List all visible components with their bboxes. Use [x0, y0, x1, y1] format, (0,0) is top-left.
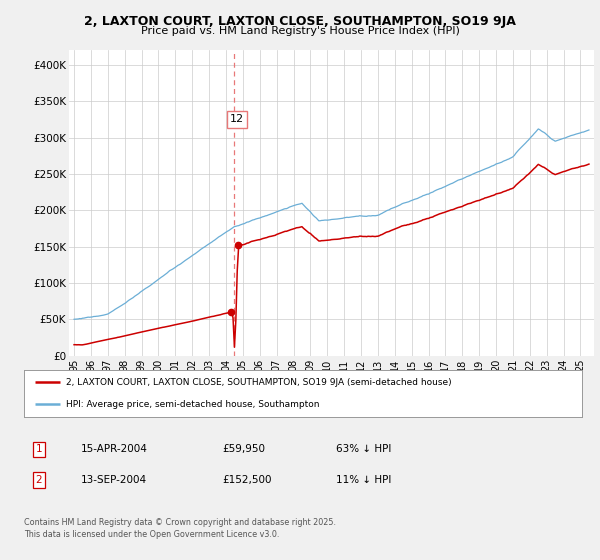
- Text: 15-APR-2004: 15-APR-2004: [81, 444, 148, 454]
- Text: 2: 2: [35, 475, 43, 485]
- Text: HPI: Average price, semi-detached house, Southampton: HPI: Average price, semi-detached house,…: [66, 400, 319, 409]
- Text: 13-SEP-2004: 13-SEP-2004: [81, 475, 147, 485]
- Text: 63% ↓ HPI: 63% ↓ HPI: [336, 444, 391, 454]
- Text: 2, LAXTON COURT, LAXTON CLOSE, SOUTHAMPTON, SO19 9JA (semi-detached house): 2, LAXTON COURT, LAXTON CLOSE, SOUTHAMPT…: [66, 378, 451, 387]
- Text: £59,950: £59,950: [222, 444, 265, 454]
- Text: 11% ↓ HPI: 11% ↓ HPI: [336, 475, 391, 485]
- Text: Contains HM Land Registry data © Crown copyright and database right 2025.
This d: Contains HM Land Registry data © Crown c…: [24, 518, 336, 539]
- Text: £152,500: £152,500: [222, 475, 271, 485]
- Text: Price paid vs. HM Land Registry's House Price Index (HPI): Price paid vs. HM Land Registry's House …: [140, 26, 460, 36]
- Text: 1: 1: [35, 444, 43, 454]
- Text: 12: 12: [230, 114, 244, 124]
- Text: 2, LAXTON COURT, LAXTON CLOSE, SOUTHAMPTON, SO19 9JA: 2, LAXTON COURT, LAXTON CLOSE, SOUTHAMPT…: [84, 15, 516, 27]
